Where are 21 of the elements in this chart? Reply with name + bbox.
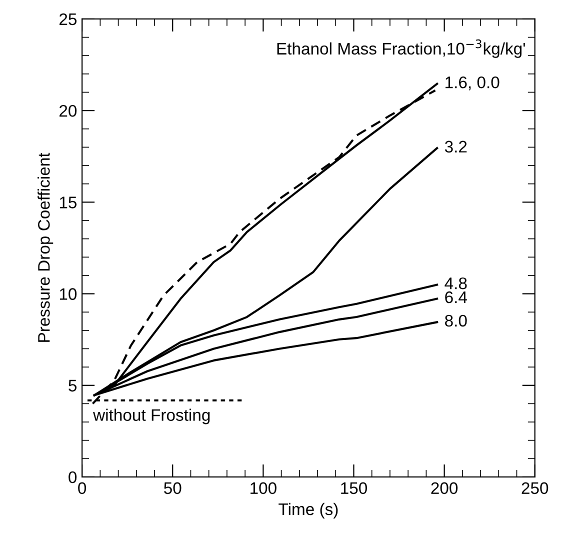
x-tick-label: 150 [341, 482, 368, 494]
series-label: 3.2 [444, 140, 467, 153]
y-tick-label: 15 [60, 196, 77, 208]
x-tick-label: 200 [431, 482, 458, 494]
x-tick-label: 0 [78, 482, 86, 494]
x-tick-label: 50 [164, 482, 182, 494]
x-axis-title: Time (s) [278, 502, 338, 518]
y-tick-label: 5 [68, 380, 77, 392]
x-tick-label: 100 [250, 482, 276, 494]
legend-label: 1.6, 0.0 [446, 76, 500, 90]
y-tick-label: 10 [60, 288, 77, 300]
y-tick-label: 20 [60, 104, 77, 117]
y-axis-title: Pressure Drop Coefficient [38, 152, 54, 342]
legend-title: Ethanol Mass Fraction,10$^{−3}$kg/kg' [277, 39, 525, 58]
y-tick-label: 25 [60, 13, 77, 26]
series-label: 8.0 [445, 314, 467, 327]
series-label: 6.4 [445, 291, 467, 304]
annotation: without Frosting [93, 408, 210, 424]
x-tick-label: 250 [522, 482, 548, 494]
series-label: 4.8 [444, 277, 467, 290]
y-tick-label: 0 [68, 471, 77, 484]
